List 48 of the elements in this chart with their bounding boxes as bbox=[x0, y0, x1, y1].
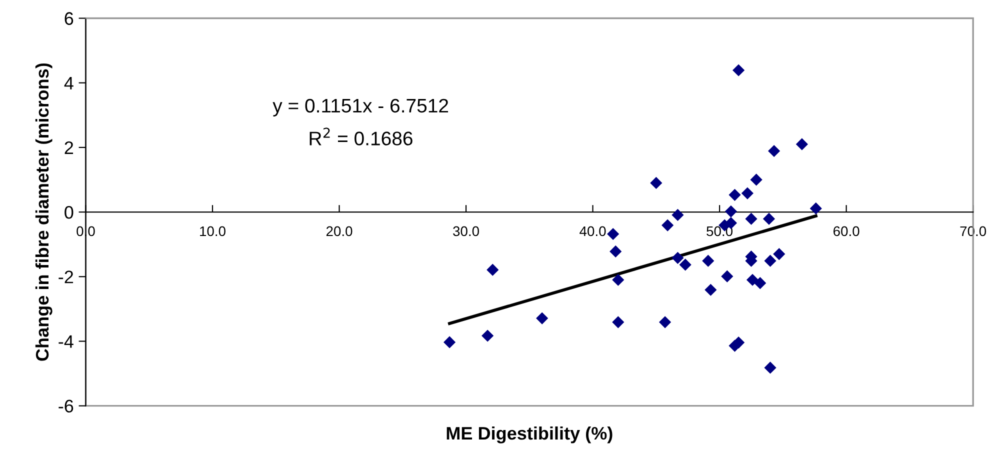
annotation: y = 0.1151x - 6.7512 bbox=[272, 98, 448, 116]
point bbox=[796, 138, 808, 150]
point bbox=[741, 187, 754, 200]
y-tick-label: -6 bbox=[58, 400, 74, 413]
x-tick-label: 10.0 bbox=[200, 226, 226, 236]
y-tick-label: 6 bbox=[64, 12, 74, 25]
x-tick-label: 60.0 bbox=[834, 226, 860, 236]
y-tick-label: 2 bbox=[64, 141, 74, 154]
point bbox=[810, 202, 822, 215]
point bbox=[762, 212, 776, 225]
point bbox=[672, 252, 684, 264]
x-tick-label: 40.0 bbox=[580, 226, 606, 236]
point bbox=[607, 228, 620, 240]
point bbox=[724, 205, 738, 218]
y-tick-label: -2 bbox=[58, 270, 74, 284]
point bbox=[650, 176, 662, 190]
point bbox=[764, 362, 776, 374]
y-tick-label: 0 bbox=[64, 206, 74, 219]
point bbox=[536, 312, 548, 324]
point bbox=[612, 274, 624, 286]
point bbox=[764, 254, 776, 267]
point bbox=[704, 284, 717, 296]
point bbox=[443, 336, 456, 348]
point bbox=[662, 219, 674, 232]
point bbox=[610, 245, 622, 258]
x-tick-label: 30.0 bbox=[453, 226, 479, 236]
annotation: R$^{2}$ = 0.1686 bbox=[310, 128, 412, 146]
point bbox=[486, 264, 499, 276]
point bbox=[732, 64, 745, 76]
point bbox=[728, 188, 741, 201]
y-axis-title: Change in fibre diameter (microns) bbox=[35, 63, 52, 361]
point bbox=[746, 274, 759, 286]
point bbox=[754, 277, 766, 290]
point bbox=[679, 258, 692, 271]
y-tick-label: -4 bbox=[58, 335, 74, 348]
point bbox=[768, 144, 780, 158]
y-tick-label: 4 bbox=[64, 76, 74, 90]
point bbox=[745, 212, 758, 225]
point bbox=[702, 254, 714, 267]
point bbox=[773, 248, 786, 260]
point bbox=[612, 316, 624, 328]
point bbox=[672, 208, 684, 221]
point bbox=[721, 270, 734, 282]
x-axis-title: ME Digestibility (%) bbox=[446, 426, 612, 444]
x-tick-label: 20.0 bbox=[326, 226, 352, 236]
point bbox=[750, 174, 762, 186]
point bbox=[482, 330, 494, 342]
point bbox=[658, 316, 672, 328]
